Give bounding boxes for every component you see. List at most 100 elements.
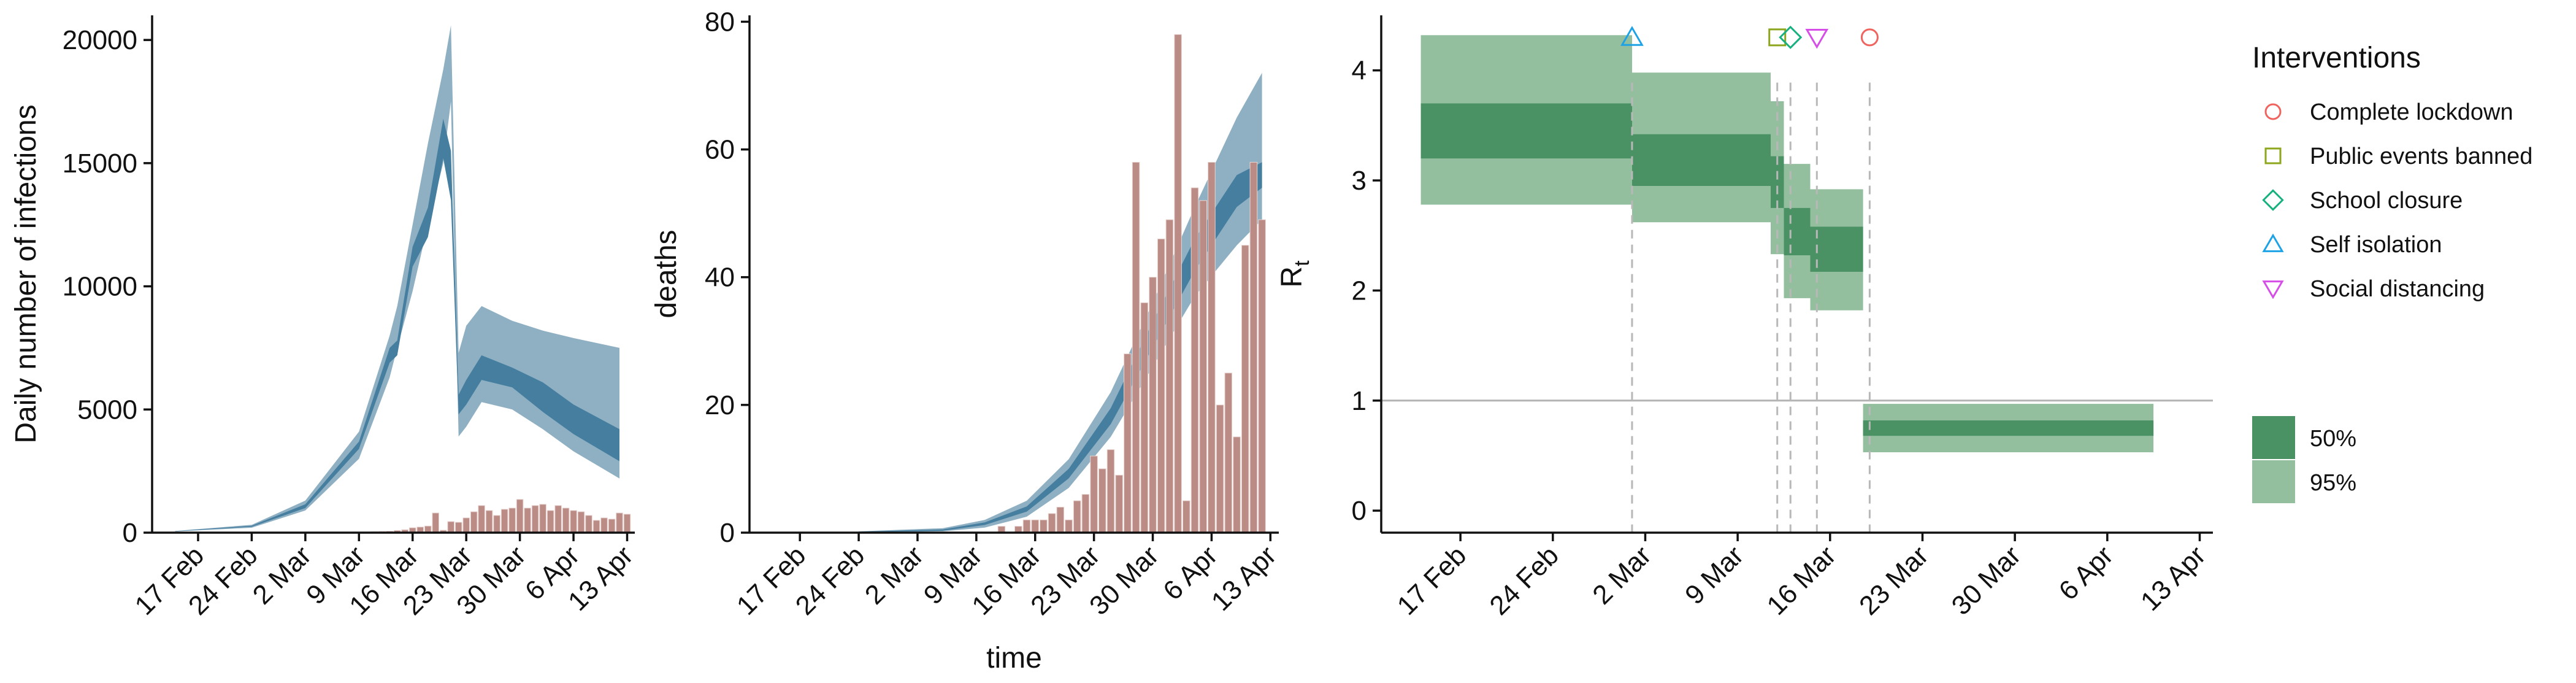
rt-y-tick-label: 4 xyxy=(1352,56,1367,86)
deaths-y-tick-label: 0 xyxy=(720,518,735,548)
rt-ci50-segment xyxy=(1810,226,1863,272)
rt-x-tick-label: 17 Feb xyxy=(1392,540,1473,621)
deaths-bar xyxy=(1190,187,1199,533)
deaths-bar xyxy=(1115,474,1124,533)
legend-item-label: School closure xyxy=(2310,188,2463,214)
legend-item-label: Complete lockdown xyxy=(2310,99,2513,125)
infections-bar xyxy=(516,499,524,533)
deaths-bar xyxy=(1224,372,1233,533)
infections-x-tick-label: 2 Mar xyxy=(247,540,317,610)
rt-y-axis-title-main: R xyxy=(1276,266,1308,288)
deaths-bar xyxy=(1183,500,1190,533)
rt-ci50-segment xyxy=(1632,134,1771,186)
rt-x-tick-label: 16 Mar xyxy=(1761,540,1841,620)
rt-ci50-segment xyxy=(1420,103,1632,159)
deaths-y-tick-label: 20 xyxy=(705,390,735,420)
rt-x-tick-label: 23 Mar xyxy=(1853,540,1934,620)
infections-bar xyxy=(531,505,539,533)
rt-x-tick-label: 24 Feb xyxy=(1484,540,1565,621)
deaths-bar xyxy=(1040,519,1048,533)
infections-bar xyxy=(539,504,546,533)
rt-x-tick-label: 2 Mar xyxy=(1587,540,1657,610)
deaths-y-tick-label: 60 xyxy=(705,135,735,165)
infections-bar xyxy=(608,519,616,533)
interventions-legend: Interventions Complete lockdown Public eve… xyxy=(2252,42,2532,503)
deaths-bar xyxy=(1124,353,1132,533)
deaths-bar xyxy=(1081,494,1090,533)
deaths-bar xyxy=(1233,436,1241,533)
deaths-bar xyxy=(1132,161,1140,533)
legend-diamond-icon xyxy=(2262,189,2284,211)
deaths-ci50-band xyxy=(859,162,1262,533)
rt-y-axis-title-sub: t xyxy=(1290,260,1314,266)
infections-bar xyxy=(478,505,485,533)
intervention-marker-circle xyxy=(1860,28,1879,47)
infections-bar xyxy=(592,520,600,533)
deaths-bar xyxy=(1241,245,1249,533)
rt-y-tick-label: 3 xyxy=(1352,166,1367,196)
legend-item-label: Public events banned xyxy=(2310,144,2532,169)
intervention-marker-diamond xyxy=(1779,25,1803,49)
rt-y-tick-label: 0 xyxy=(1352,496,1367,526)
infections-bar xyxy=(577,511,585,533)
infections-bar xyxy=(462,517,470,533)
legend-ci-label: 50% xyxy=(2310,426,2356,452)
infections-bar xyxy=(454,522,462,533)
infections-bar xyxy=(493,515,500,533)
rt-y-axis-title: Rt xyxy=(1276,260,1314,288)
rt-x-tick-label: 9 Mar xyxy=(1679,540,1749,610)
rt-panel: 0 1 2 3 4 17 Feb 24 Feb 2 Mar 9 Mar 16 Mar 23 Mar 3… xyxy=(1276,15,2213,621)
infections-y-tick-label: 0 xyxy=(123,518,137,548)
infections-bar xyxy=(570,510,577,533)
infections-bar xyxy=(562,507,570,533)
infections-y-tick-label: 10000 xyxy=(63,272,137,302)
deaths-x-tick-label: 2 Mar xyxy=(859,540,929,610)
legend-triangle-down-icon xyxy=(2262,280,2284,299)
legend-ci-swatch xyxy=(2252,460,2295,503)
deaths-bar xyxy=(1208,161,1216,533)
legend-circle-icon xyxy=(2264,103,2282,120)
rt-x-tick-label: 6 Apr xyxy=(2053,540,2119,606)
infections-ci95-band xyxy=(175,25,619,532)
rt-y-tick-label: 2 xyxy=(1352,276,1367,306)
deaths-x-axis-title: time xyxy=(986,642,1042,674)
deaths-bar xyxy=(1031,519,1040,533)
legend-item-label: Self isolation xyxy=(2310,232,2442,258)
infections-bar xyxy=(524,507,531,533)
intervention-marker-triangle-down xyxy=(1805,29,1829,49)
deaths-bar xyxy=(1065,519,1073,533)
legend-triangle-up-icon xyxy=(2262,233,2284,252)
deaths-bar xyxy=(1098,468,1106,533)
infections-bar xyxy=(546,510,554,533)
infections-y-tick-label: 5000 xyxy=(77,395,137,425)
infections-bar xyxy=(623,514,631,533)
deaths-bar xyxy=(1090,455,1098,533)
infections-bar xyxy=(616,512,623,533)
deaths-y-axis-title: deaths xyxy=(650,230,683,318)
rt-x-tick-label: 13 Apr xyxy=(2135,540,2212,617)
deaths-bar xyxy=(1157,238,1165,533)
infections-bar xyxy=(485,510,493,533)
deaths-bar xyxy=(1106,449,1115,533)
deaths-bar xyxy=(1249,161,1258,533)
infections-y-axis-title: Daily number of infections xyxy=(10,104,42,443)
infections-bar xyxy=(470,511,478,533)
rt-ci50-segment xyxy=(1771,156,1784,208)
infections-bar xyxy=(585,515,592,533)
legend-ci-label: 95% xyxy=(2310,470,2356,496)
infections-bar xyxy=(554,505,562,533)
deaths-x-tick-label: 13 Apr xyxy=(1206,540,1282,617)
deaths-y-tick-label: 80 xyxy=(705,7,735,37)
rt-ci50-segment xyxy=(1863,420,2154,436)
infections-bar xyxy=(508,507,516,533)
legend-square-icon xyxy=(2264,147,2282,164)
legend-item-label: Social distancing xyxy=(2310,276,2485,302)
deaths-bar xyxy=(1216,404,1224,533)
deaths-bar xyxy=(1258,219,1266,533)
deaths-bar xyxy=(1174,34,1182,533)
intervention-marker-square xyxy=(1768,28,1787,47)
deaths-bar xyxy=(1140,302,1149,533)
